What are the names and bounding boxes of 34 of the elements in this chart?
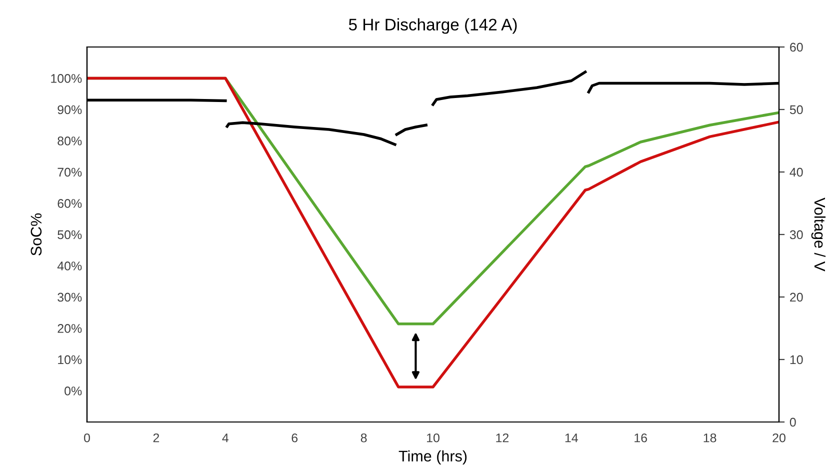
x-tick-label: 10 (427, 433, 440, 442)
chart-title: 5 Hr Discharge (142 A) (348, 18, 517, 34)
line-series (87, 76, 779, 388)
y-tick-label: 10% (58, 355, 82, 364)
x-tick-label: 18 (704, 433, 716, 442)
y-axis-title: SoC% (30, 213, 42, 256)
y2-tick-label: 50 (790, 105, 803, 114)
y-tick-label: 20% (58, 324, 82, 333)
y-tick-label: 80% (58, 136, 82, 146)
y2-tick-label: 0 (790, 418, 796, 427)
x-tick-label: 16 (634, 433, 648, 442)
y-tick-label: 90% (58, 105, 82, 114)
y-tick-label: 70% (58, 168, 82, 177)
x-tick-label: 14 (565, 434, 578, 442)
x-tick-label: 20 (772, 433, 786, 442)
y-tick-label: 0% (64, 386, 82, 396)
x-axis-title: Time (hrs) (398, 450, 467, 465)
y2-tick-label: 30 (790, 230, 803, 240)
y-tick-label: 30% (58, 292, 82, 302)
y2-tick-label: 60 (790, 42, 803, 52)
y2-tick-label: 10 (790, 355, 803, 364)
y2-tick-label: 40 (790, 168, 803, 177)
x-tick-label: 8 (360, 433, 367, 442)
y-tick-label: 60% (58, 199, 82, 208)
x-tick-label: 12 (496, 433, 509, 442)
x-tick-label: 4 (222, 434, 229, 442)
x-tick-label: 6 (292, 433, 298, 442)
y-tick-label: 100% (51, 74, 82, 83)
x-tick-label: 2 (153, 433, 160, 442)
y2-tick-label: 20 (790, 292, 803, 302)
y-tick-label: 50% (58, 230, 82, 240)
y2-axis-title: Voltage / V (811, 198, 826, 272)
x-tick-label: 0 (84, 433, 90, 442)
y-tick-label: 40% (57, 262, 82, 270)
